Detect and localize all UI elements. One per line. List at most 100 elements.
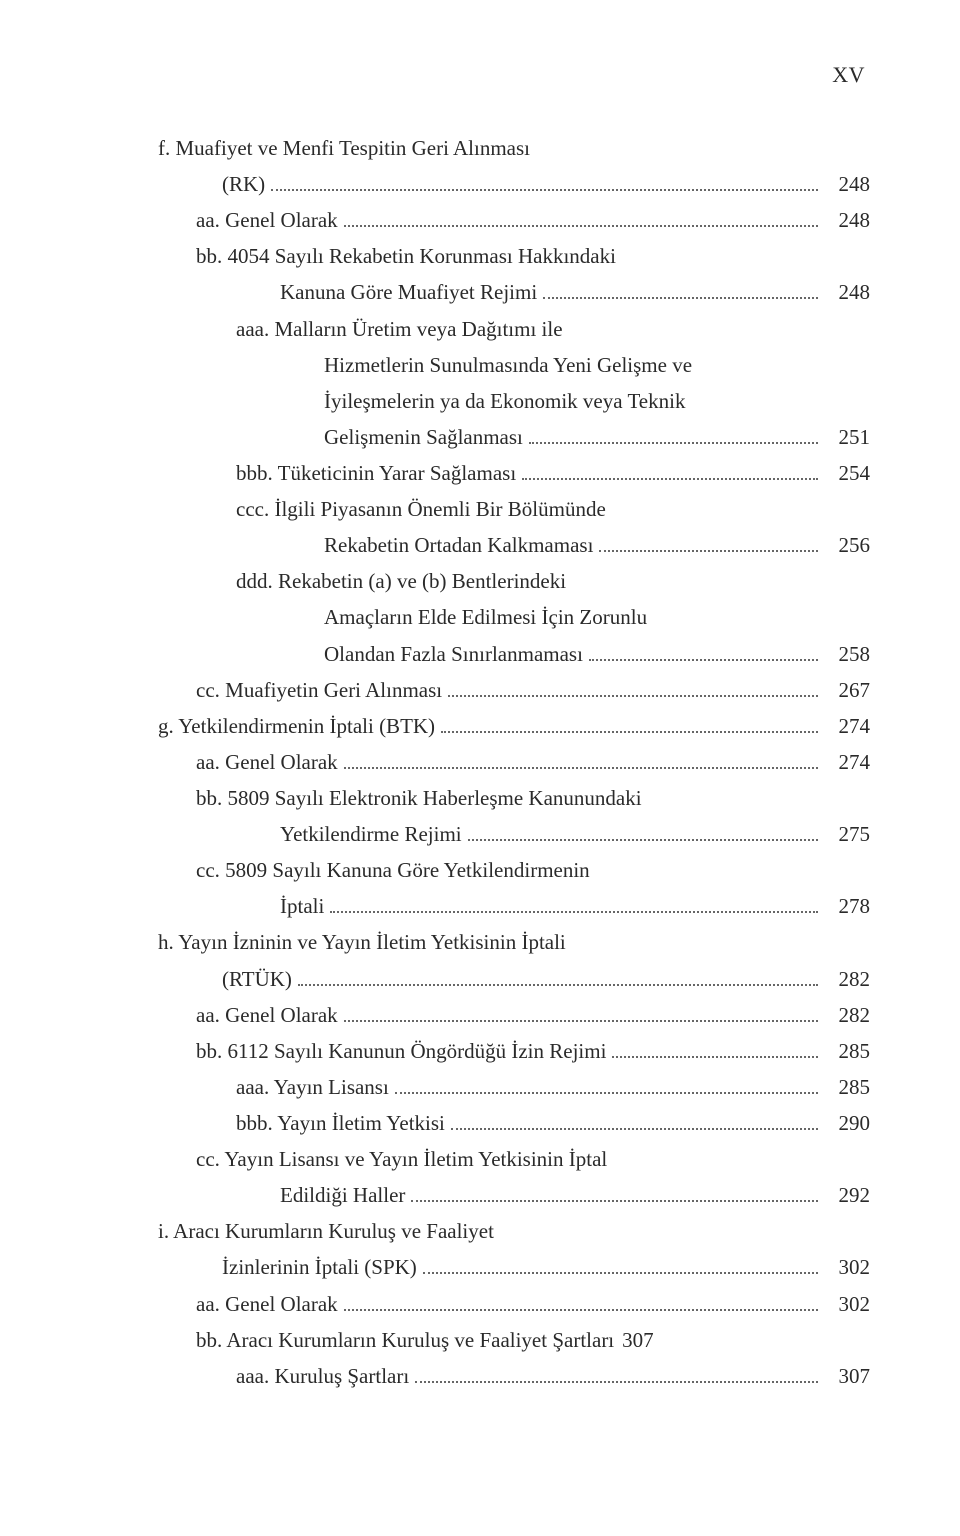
- toc-entry-label: (RTÜK): [222, 961, 292, 997]
- toc-entry: bb. 5809 Sayılı Elektronik Haberleşme Ka…: [130, 780, 870, 816]
- toc-leader-dots: [423, 1256, 818, 1275]
- toc-leader-dots: [589, 642, 818, 661]
- toc-entry-label: Hizmetlerin Sunulmasında Yeni Gelişme ve: [324, 347, 692, 383]
- toc-entry: Rekabetin Ortadan Kalkmaması 256: [130, 527, 870, 563]
- toc-entry: Edildiği Haller 292: [130, 1177, 870, 1213]
- toc-entry: aa. Genel Olarak 274: [130, 744, 870, 780]
- toc-entry: aaa. Kuruluş Şartları 307: [130, 1358, 870, 1394]
- toc-entry: aaa. Yayın Lisansı 285: [130, 1069, 870, 1105]
- table-of-contents: f. Muafiyet ve Menfi Tespitin Geri Alınm…: [130, 130, 870, 1394]
- toc-entry-page: 307: [824, 1358, 870, 1394]
- toc-entry-label: i. Aracı Kurumların Kuruluş ve Faaliyet: [158, 1213, 494, 1249]
- toc-entry-label: g. Yetkilendirmenin İptali (BTK): [158, 708, 435, 744]
- toc-entry: bb. 4054 Sayılı Rekabetin Korunması Hakk…: [130, 238, 870, 274]
- toc-entry-label: Olandan Fazla Sınırlanmaması: [324, 636, 583, 672]
- toc-entry: ddd. Rekabetin (a) ve (b) Bentlerindeki: [130, 563, 870, 599]
- toc-entry-page: 254: [824, 455, 870, 491]
- toc-entry: Olandan Fazla Sınırlanmaması 258: [130, 636, 870, 672]
- toc-entry-label: aa. Genel Olarak: [196, 744, 338, 780]
- toc-entry-label: Kanuna Göre Muafiyet Rejimi: [280, 274, 537, 310]
- toc-entry-label: İyileşmelerin ya da Ekonomik veya Teknik: [324, 383, 685, 419]
- toc-leader-dots: [298, 967, 818, 986]
- toc-entry: İyileşmelerin ya da Ekonomik veya Teknik: [130, 383, 870, 419]
- toc-entry-label: bb. 4054 Sayılı Rekabetin Korunması Hakk…: [196, 238, 616, 274]
- toc-entry-page: 251: [824, 419, 870, 455]
- toc-entry: Hizmetlerin Sunulmasında Yeni Gelişme ve: [130, 347, 870, 383]
- toc-leader-dots: [522, 461, 818, 480]
- toc-entry: cc. Yayın Lisansı ve Yayın İletim Yetkis…: [130, 1141, 870, 1177]
- toc-entry-label: cc. 5809 Sayılı Kanuna Göre Yetkilendirm…: [196, 852, 590, 888]
- toc-leader-dots: [344, 750, 818, 769]
- toc-entry-label: h. Yayın İzninin ve Yayın İletim Yetkisi…: [158, 924, 566, 960]
- toc-entry: (RTÜK) 282: [130, 961, 870, 997]
- toc-leader-dots: [612, 1039, 818, 1058]
- toc-entry-page: 267: [824, 672, 870, 708]
- toc-entry-label: bbb. Yayın İletim Yetkisi: [236, 1105, 445, 1141]
- toc-entry-page: 275: [824, 816, 870, 852]
- toc-entry-label: İzinlerinin İptali (SPK): [222, 1249, 417, 1285]
- toc-leader-dots: [543, 281, 818, 300]
- toc-entry-label: aa. Genel Olarak: [196, 997, 338, 1033]
- toc-leader-dots: [599, 533, 818, 552]
- toc-entry-label: cc. Yayın Lisansı ve Yayın İletim Yetkis…: [196, 1141, 607, 1177]
- toc-entry-page: 302: [824, 1286, 870, 1322]
- toc-entry: aa. Genel Olarak302: [130, 1286, 870, 1322]
- toc-entry: aa. Genel Olarak 248: [130, 202, 870, 238]
- toc-entry-label: bb. Aracı Kurumların Kuruluş ve Faaliyet…: [196, 1322, 614, 1358]
- toc-entry-label: (RK): [222, 166, 265, 202]
- toc-entry: bb. Aracı Kurumların Kuruluş ve Faaliyet…: [130, 1322, 870, 1358]
- toc-entry-label: f. Muafiyet ve Menfi Tespitin Geri Alınm…: [158, 130, 530, 166]
- toc-entry-page: 285: [824, 1069, 870, 1105]
- toc-entry: bb. 6112 Sayılı Kanunun Öngördüğü İzin R…: [130, 1033, 870, 1069]
- toc-leader-dots: [395, 1075, 818, 1094]
- toc-entry-label: aaa. Kuruluş Şartları: [236, 1358, 409, 1394]
- toc-leader-dots: [415, 1364, 818, 1383]
- toc-leader-dots: [330, 894, 818, 913]
- toc-entry-label: aa. Genel Olarak: [196, 202, 338, 238]
- toc-entry: İptali 278: [130, 888, 870, 924]
- toc-entry-page: 248: [824, 202, 870, 238]
- toc-entry-page: 278: [824, 888, 870, 924]
- toc-entry-label: ddd. Rekabetin (a) ve (b) Bentlerindeki: [236, 563, 566, 599]
- toc-leader-dots: [448, 678, 818, 697]
- toc-entry-page: 256: [824, 527, 870, 563]
- toc-entry-label: Rekabetin Ortadan Kalkmaması: [324, 527, 593, 563]
- toc-entry-page: 292: [824, 1177, 870, 1213]
- toc-leader-dots: [451, 1111, 818, 1130]
- toc-leader-dots: [441, 714, 818, 733]
- toc-entry: Kanuna Göre Muafiyet Rejimi 248: [130, 274, 870, 310]
- toc-entry: cc. 5809 Sayılı Kanuna Göre Yetkilendirm…: [130, 852, 870, 888]
- toc-entry: Yetkilendirme Rejimi275: [130, 816, 870, 852]
- toc-entry-label: bb. 6112 Sayılı Kanunun Öngördüğü İzin R…: [196, 1033, 606, 1069]
- toc-entry: bbb. Yayın İletim Yetkisi290: [130, 1105, 870, 1141]
- toc-entry: bbb. Tüketicinin Yarar Sağlaması254: [130, 455, 870, 491]
- toc-entry-page: 285: [824, 1033, 870, 1069]
- toc-entry-page: 274: [824, 744, 870, 780]
- toc-entry-label: ccc. İlgili Piyasanın Önemli Bir Bölümün…: [236, 491, 606, 527]
- toc-entry: i. Aracı Kurumların Kuruluş ve Faaliyet: [130, 1213, 870, 1249]
- toc-leader-dots: [411, 1183, 818, 1202]
- toc-leader-dots: [344, 208, 818, 227]
- toc-entry-page: 248: [824, 274, 870, 310]
- toc-entry: İzinlerinin İptali (SPK)302: [130, 1249, 870, 1285]
- toc-entry-page: 258: [824, 636, 870, 672]
- toc-entry: ccc. İlgili Piyasanın Önemli Bir Bölümün…: [130, 491, 870, 527]
- toc-leader-dots: [344, 1003, 818, 1022]
- toc-entry: Gelişmenin Sağlanması 251: [130, 419, 870, 455]
- toc-entry-page: 274: [824, 708, 870, 744]
- toc-leader-dots: [271, 172, 818, 191]
- toc-entry-page: 282: [824, 961, 870, 997]
- toc-entry-label: aaa. Yayın Lisansı: [236, 1069, 389, 1105]
- toc-entry-label: İptali: [280, 888, 324, 924]
- toc-entry-label: bb. 5809 Sayılı Elektronik Haberleşme Ka…: [196, 780, 642, 816]
- toc-entry-label: aaa. Malların Üretim veya Dağıtımı ile: [236, 311, 563, 347]
- toc-entry: f. Muafiyet ve Menfi Tespitin Geri Alınm…: [130, 130, 870, 166]
- toc-entry: (RK)248: [130, 166, 870, 202]
- toc-entry-label: Edildiği Haller: [280, 1177, 405, 1213]
- toc-leader-dots: [344, 1292, 818, 1311]
- page-number: XV: [832, 62, 865, 88]
- toc-entry-label: Amaçların Elde Edilmesi İçin Zorunlu: [324, 599, 647, 635]
- toc-leader-dots: [468, 822, 818, 841]
- toc-entry: Amaçların Elde Edilmesi İçin Zorunlu: [130, 599, 870, 635]
- toc-entry-label: Gelişmenin Sağlanması: [324, 419, 523, 455]
